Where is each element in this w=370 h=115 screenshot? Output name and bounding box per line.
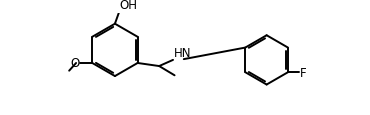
Text: F: F: [299, 66, 306, 79]
Text: O: O: [70, 57, 79, 70]
Text: OH: OH: [120, 0, 138, 12]
Text: HN: HN: [174, 47, 191, 60]
